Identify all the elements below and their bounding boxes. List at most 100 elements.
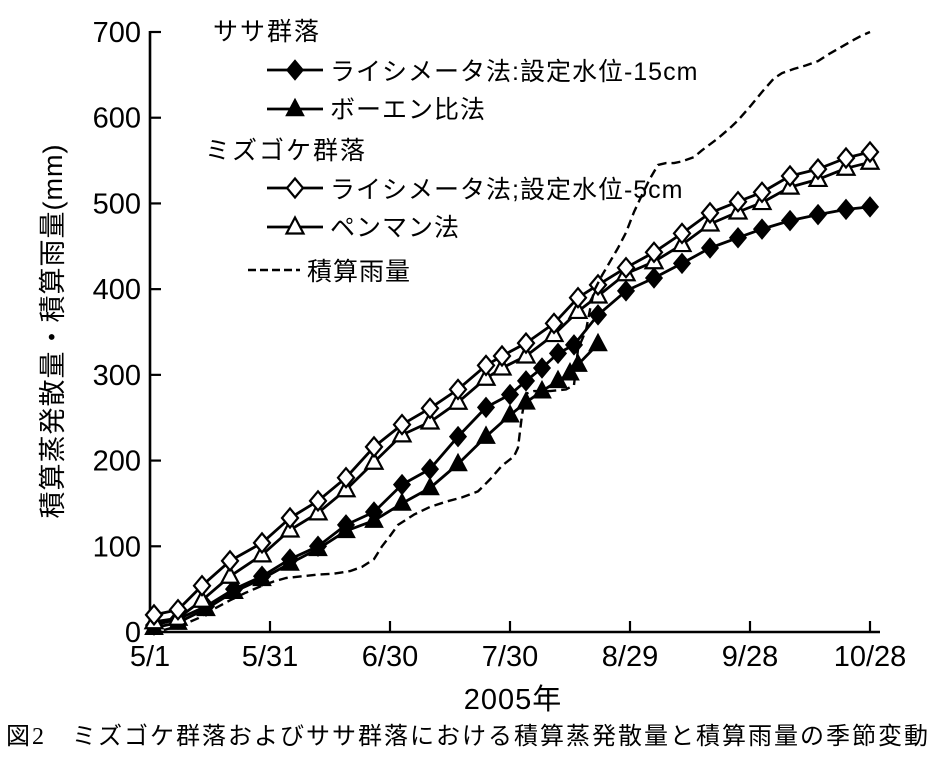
y-tick-label: 700 xyxy=(93,17,141,49)
marker-diamond-filled xyxy=(476,396,496,419)
marker-diamond-open xyxy=(728,190,748,213)
x-tick-label: 9/28 xyxy=(722,641,778,673)
legend-group-title-sasa: ササ群落 xyxy=(213,18,322,46)
marker-diamond-open xyxy=(836,146,856,170)
y-tick-label: 600 xyxy=(93,103,141,135)
dashed-line-icon xyxy=(248,268,300,272)
legend-item-penman: ペンマン法 xyxy=(266,208,460,244)
marker-diamond-filled xyxy=(860,196,880,218)
legend-item-lysimeter-5cm: ライシメータ法;設定水位-5cm xyxy=(266,170,684,206)
marker-diamond-open xyxy=(780,164,800,188)
marker-diamond-filled xyxy=(448,425,468,448)
marker-triangle-filled xyxy=(588,332,608,352)
y-tick-label: 400 xyxy=(93,274,141,306)
marker-diamond-open xyxy=(616,256,636,279)
legend-item-lysimeter-15cm: ライシメータ法:設定水位-15cm xyxy=(266,52,698,88)
marker-diamond-open xyxy=(448,378,468,401)
y-tick-label: 100 xyxy=(93,531,141,563)
x-tick-label: 10/28 xyxy=(834,641,907,673)
x-tick-label: 5/31 xyxy=(242,641,298,673)
y-tick-label: 0 xyxy=(125,617,141,649)
marker-triangle-open xyxy=(475,366,497,386)
x-axis-title: 2005年 xyxy=(463,684,563,716)
marker-diamond-open xyxy=(568,286,588,309)
marker-diamond-filled xyxy=(548,342,568,365)
marker-diamond-open xyxy=(516,331,536,355)
legend-label: ライシメータ法:設定水位-15cm xyxy=(330,58,699,86)
marker-diamond-open xyxy=(280,506,300,530)
marker-diamond-open xyxy=(672,222,692,245)
marker-diamond-filled xyxy=(252,565,272,588)
series-mizugoke-lysimeter-line xyxy=(153,150,871,617)
marker-triangle-filled xyxy=(448,452,468,472)
marker-triangle-open xyxy=(219,564,241,584)
x-tick-label: 7/30 xyxy=(482,641,538,673)
marker-diamond-open xyxy=(168,598,188,621)
marker-diamond-open xyxy=(308,489,328,513)
open-triangle-marker-icon xyxy=(267,215,323,235)
marker-diamond-filled xyxy=(728,226,748,249)
marker-diamond-filled xyxy=(500,383,520,406)
marker-triangle-filled xyxy=(476,425,496,444)
open-diamond-marker-icon xyxy=(267,176,323,200)
marker-diamond-open xyxy=(252,531,272,555)
marker-diamond-open xyxy=(808,157,828,181)
marker-triangle-filled xyxy=(500,403,520,423)
marker-diamond-open xyxy=(752,181,772,204)
legend-label: ライシメータ法;設定水位-5cm xyxy=(330,176,684,204)
marker-diamond-open xyxy=(860,140,880,164)
series-rainfall-line xyxy=(149,30,871,634)
filled-triangle-marker-icon xyxy=(267,97,323,117)
marker-diamond-filled xyxy=(700,237,720,259)
marker-triangle-filled xyxy=(516,391,536,410)
marker-triangle-open xyxy=(447,390,469,410)
marker-diamond-open xyxy=(544,312,564,335)
x-tick-label: 6/30 xyxy=(362,641,418,673)
marker-diamond-filled xyxy=(336,514,356,536)
marker-triangle-open xyxy=(567,299,589,320)
marker-diamond-open xyxy=(644,241,664,264)
marker-diamond-filled xyxy=(516,370,536,392)
marker-diamond-filled xyxy=(392,473,412,496)
x-tick-label: 8/29 xyxy=(602,641,658,673)
marker-triangle-open xyxy=(419,410,441,430)
marker-diamond-filled xyxy=(808,203,828,226)
legend-label: 積算雨量 xyxy=(307,258,412,286)
marker-diamond-filled xyxy=(672,252,692,275)
marker-diamond-open xyxy=(476,354,496,377)
legend-item-bowen-ratio: ボーエン比法 xyxy=(266,90,486,126)
figure-caption: 図2 ミズゴケ群落およびササ群落における積算蒸発散量と積算雨量の季節変動 xyxy=(6,724,930,750)
marker-diamond-filled xyxy=(420,458,440,480)
marker-diamond-open xyxy=(364,435,384,459)
marker-triangle-filled xyxy=(568,353,588,372)
marker-diamond-open xyxy=(420,397,440,420)
marker-diamond-open xyxy=(220,549,240,573)
marker-triangle-filled xyxy=(420,476,440,496)
marker-triangle-open xyxy=(515,344,537,364)
marker-triangle-filled xyxy=(392,492,412,511)
marker-triangle-open xyxy=(191,588,213,608)
filled-diamond-marker-icon xyxy=(267,59,323,81)
marker-diamond-open xyxy=(192,574,212,597)
marker-triangle-filled xyxy=(532,379,552,399)
legend-item-rainfall: 積算雨量 xyxy=(247,252,411,288)
marker-diamond-filled xyxy=(588,304,608,326)
marker-diamond-filled xyxy=(644,267,664,289)
marker-diamond-open xyxy=(492,344,512,368)
y-tick-label: 300 xyxy=(93,360,141,392)
y-tick-label: 500 xyxy=(93,188,141,220)
marker-diamond-open xyxy=(336,466,356,489)
x-tick-label: 5/1 xyxy=(130,641,170,673)
marker-diamond-filled xyxy=(836,198,856,221)
legend-label: ボーエン比法 xyxy=(330,96,487,124)
marker-diamond-filled xyxy=(364,501,384,523)
marker-diamond-filled xyxy=(308,535,328,558)
marker-diamond-open xyxy=(700,201,720,225)
marker-diamond-filled xyxy=(780,209,800,232)
legend-group-title-mizugoke: ミズゴケ群落 xyxy=(205,137,368,165)
marker-diamond-open xyxy=(144,603,164,627)
marker-diamond-filled xyxy=(280,548,300,570)
marker-diamond-filled xyxy=(532,357,552,379)
series-penman-line xyxy=(153,160,871,624)
